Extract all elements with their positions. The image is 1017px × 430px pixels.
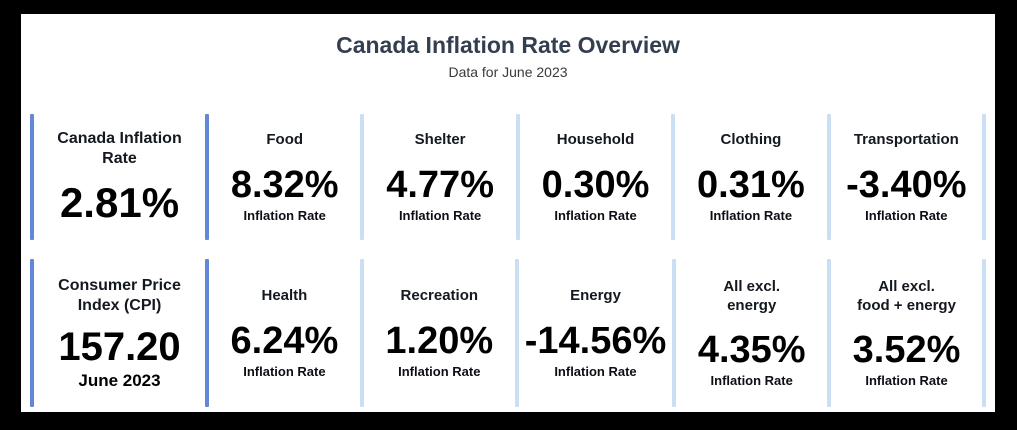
divider-bar-medium bbox=[205, 114, 209, 240]
kpi-rows: Canada Inflation Rate 2.81% Food 8.32% I… bbox=[30, 114, 987, 407]
divider-bar-medium bbox=[30, 114, 34, 240]
slide-canvas: Canada Inflation Rate Overview Data for … bbox=[21, 14, 995, 412]
card-sublabel: June 2023 bbox=[78, 370, 161, 390]
card-label: Consumer Price Index (CPI) bbox=[58, 276, 181, 314]
header: Canada Inflation Rate Overview Data for … bbox=[21, 14, 995, 80]
card-label: All excl. food + energy bbox=[857, 277, 956, 314]
card-value: 8.32% bbox=[230, 163, 339, 206]
divider-bar-light bbox=[672, 259, 677, 407]
kpi-card-cpi: Consumer Price Index (CPI) 157.20 June 2… bbox=[34, 259, 205, 407]
card-value: 2.81% bbox=[59, 178, 180, 226]
kpi-card-clothing: Clothing 0.31% Inflation Rate bbox=[675, 114, 826, 240]
card-value: 0.31% bbox=[697, 163, 805, 206]
divider-bar-light bbox=[359, 259, 364, 407]
card-sublabel: Inflation Rate bbox=[865, 373, 948, 389]
card-label: Transportation bbox=[853, 131, 959, 149]
kpi-card-all-excl-food-energy: All excl. food + energy 3.52% Inflation … bbox=[831, 259, 982, 407]
kpi-card-recreation: Recreation 1.20% Inflation Rate bbox=[364, 259, 515, 407]
card-label: All excl. energy bbox=[723, 277, 781, 314]
divider-bar-light bbox=[671, 114, 676, 240]
divider-bar-medium bbox=[30, 259, 34, 407]
kpi-row-1: Canada Inflation Rate 2.81% Food 8.32% I… bbox=[30, 114, 987, 240]
card-sublabel: Inflation Rate bbox=[554, 363, 637, 379]
kpi-card-canada-inflation-rate: Canada Inflation Rate 2.81% bbox=[34, 114, 205, 240]
kpi-card-transportation: Transportation -3.40% Inflation Rate bbox=[831, 114, 982, 240]
card-label: Energy bbox=[570, 287, 621, 305]
card-sublabel: Inflation Rate bbox=[398, 363, 481, 379]
card-value: 157.20 bbox=[58, 324, 181, 369]
divider-bar-light bbox=[826, 114, 831, 240]
card-value: 0.30% bbox=[541, 163, 650, 206]
card-label: Food bbox=[266, 131, 304, 149]
kpi-card-food: Food 8.32% Inflation Rate bbox=[209, 114, 360, 240]
card-label: Household bbox=[556, 131, 635, 149]
card-sublabel: Inflation Rate bbox=[710, 373, 793, 389]
page-title: Canada Inflation Rate Overview bbox=[336, 32, 680, 58]
kpi-card-shelter: Shelter 4.77% Inflation Rate bbox=[364, 114, 515, 240]
card-sublabel: Inflation Rate bbox=[709, 207, 793, 223]
divider-bar-light bbox=[360, 114, 365, 240]
card-value: 1.20% bbox=[385, 319, 494, 362]
card-label: Clothing bbox=[720, 131, 782, 149]
divider-bar-light bbox=[982, 114, 987, 240]
card-value: 6.24% bbox=[230, 319, 339, 362]
card-sublabel: Inflation Rate bbox=[554, 207, 637, 223]
divider-bar-medium bbox=[205, 259, 209, 407]
card-label: Shelter bbox=[414, 131, 466, 149]
card-sublabel: Inflation Rate bbox=[398, 207, 482, 223]
page-subtitle: Data for June 2023 bbox=[448, 63, 568, 80]
card-value: 4.35% bbox=[697, 329, 806, 372]
card-sublabel: Inflation Rate bbox=[243, 363, 326, 379]
card-value: -3.40% bbox=[846, 163, 967, 206]
card-label: Health bbox=[261, 287, 308, 305]
divider-bar-light bbox=[514, 259, 519, 407]
card-value: -14.56% bbox=[524, 319, 667, 362]
kpi-card-all-excl-energy: All excl. energy 4.35% Inflation Rate bbox=[676, 259, 827, 407]
card-value: 3.52% bbox=[852, 329, 961, 372]
kpi-card-energy: Energy -14.56% Inflation Rate bbox=[519, 259, 673, 407]
kpi-card-health: Health 6.24% Inflation Rate bbox=[209, 259, 360, 407]
kpi-row-2: Consumer Price Index (CPI) 157.20 June 2… bbox=[30, 259, 986, 407]
card-sublabel: Inflation Rate bbox=[865, 207, 948, 223]
kpi-card-household: Household 0.30% Inflation Rate bbox=[520, 114, 671, 240]
divider-bar-light bbox=[515, 114, 520, 240]
card-label: Canada Inflation Rate bbox=[57, 129, 182, 167]
divider-bar-light bbox=[981, 259, 986, 407]
divider-bar-light bbox=[827, 259, 832, 407]
card-value: 4.77% bbox=[386, 163, 494, 206]
card-label: Recreation bbox=[400, 287, 479, 305]
card-sublabel: Inflation Rate bbox=[243, 207, 326, 223]
